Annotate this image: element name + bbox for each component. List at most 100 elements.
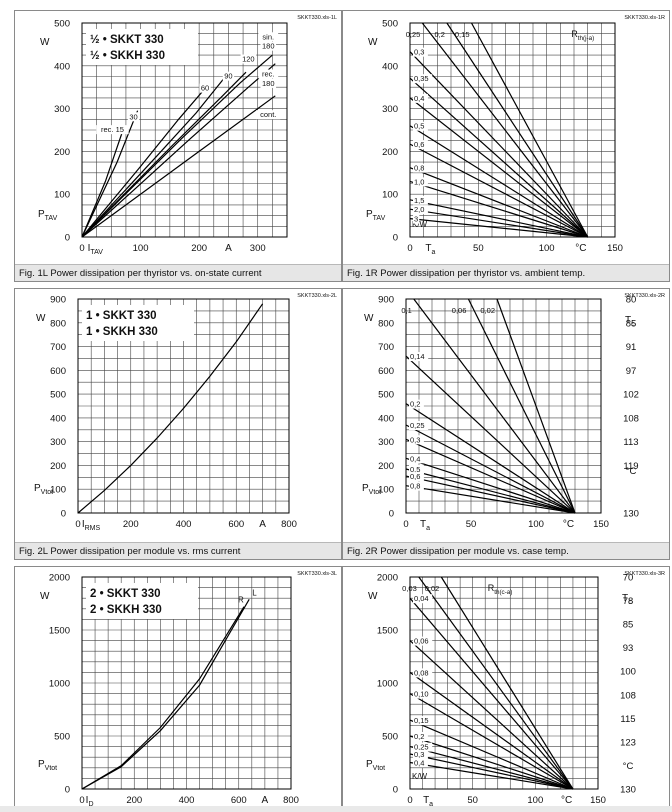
series-label-bg <box>409 399 424 409</box>
series-line <box>405 468 576 514</box>
series-label-bg <box>413 668 433 678</box>
panel-1L: SKKT330.xls-1L 0 100 200 300 400 500 0 100 200 300… <box>14 10 342 282</box>
legend-box <box>86 583 198 619</box>
series-line <box>470 22 589 238</box>
legend-entry: 2 • SKKH 330 <box>90 604 162 616</box>
series-label: 0,3 <box>410 435 420 444</box>
panel-1R: SKKT330.xls-1R 0 100 200 300 400 500 0 50 100 150 W… <box>342 10 670 282</box>
y2-tick-label: °C <box>623 761 634 772</box>
series-label: 0,4 <box>414 759 424 768</box>
y-unit: W <box>368 37 378 48</box>
y-tick-label: 400 <box>50 413 66 424</box>
y2-tick-label: 97 <box>626 366 637 377</box>
caption-2L: Fig. 2L Power dissipation per module vs.… <box>15 542 341 559</box>
series-label-bg <box>409 454 424 464</box>
series-label: 0,2 <box>414 732 424 741</box>
series-line <box>421 22 589 238</box>
y2-tick-label: 85 <box>623 620 634 631</box>
y2-tick-label: 123 <box>620 737 636 748</box>
series-label: 0,8 <box>414 164 424 173</box>
grid-3R <box>410 577 598 789</box>
series-label: 0,14 <box>410 352 425 361</box>
series-line <box>409 671 574 790</box>
plot-frame <box>81 22 288 238</box>
y-tick-label: 1000 <box>377 679 398 690</box>
x-unit: °C <box>575 243 586 254</box>
y-tick-label: 1000 <box>49 679 70 690</box>
annotation-bg <box>222 71 235 81</box>
annotation-label: 60 <box>201 84 209 93</box>
y-unit: W <box>40 591 50 602</box>
legend-entry: ½ • SKKT 330 <box>90 34 164 46</box>
x-axis-label: Ta <box>423 795 433 807</box>
annotation-bg <box>127 112 140 122</box>
series-line <box>409 208 588 238</box>
y-tick-label: 500 <box>382 732 398 743</box>
y-tick-label: 100 <box>50 485 66 496</box>
y-axis-label: PVtot <box>362 483 381 496</box>
series-label: 1,0 <box>414 177 424 186</box>
series-line <box>409 640 574 790</box>
y-tick-label: 300 <box>378 437 394 448</box>
y-axis-label: PTAV <box>366 209 386 222</box>
series-line <box>405 424 576 514</box>
y-axis-label: PTAV <box>38 209 58 222</box>
series-label: 0,3 <box>414 48 424 57</box>
series-label: 0,25 <box>410 421 425 430</box>
legend-box <box>86 29 198 65</box>
series-label: 3 <box>414 215 418 224</box>
x-tick-label: 800 <box>283 795 299 806</box>
y2-tick-label: 78 <box>623 596 634 607</box>
y-tick-label: 1500 <box>377 626 398 637</box>
series-label: 0,8 <box>410 482 420 491</box>
y2-tick-label: 115 <box>620 714 635 725</box>
chart-2R: SKKT330.xls-2R01002003004005006007008009… <box>362 293 665 532</box>
y2-tick-label: 91 <box>626 342 637 353</box>
series-line <box>405 355 576 514</box>
series-line <box>81 54 273 238</box>
annotation-label: 180 <box>262 42 275 51</box>
series-label-bg <box>413 716 433 726</box>
series-line <box>409 719 574 790</box>
y2-tick-label: 113 <box>623 437 638 448</box>
x-axis-label: IRMS <box>82 519 101 532</box>
plot-frame <box>405 298 602 514</box>
annotation-bg <box>260 78 277 88</box>
y-tick-label: 0 <box>389 509 394 520</box>
x-tick-label: 600 <box>228 519 244 530</box>
series-label: 0,04 <box>414 594 429 603</box>
x-tick-label: 0 <box>407 243 412 254</box>
series-line <box>409 761 573 790</box>
y-tick-label: 0 <box>393 785 398 796</box>
y-tick-label: 2000 <box>49 573 70 584</box>
y-tick-label: 300 <box>50 437 66 448</box>
series-line <box>409 597 574 790</box>
series-label-bg <box>413 750 428 760</box>
chart-2L: SKKT330.xls-2L 0 100 200 300 400 500 600 700 800 9… <box>34 293 337 532</box>
y-tick-label: 0 <box>65 233 70 244</box>
legend-2L: 1 • SKKT 330 1 • SKKH 330 <box>82 305 194 341</box>
series-label-bg <box>409 472 424 482</box>
series-label: 0,3 <box>414 750 424 759</box>
plot-frame <box>409 22 616 238</box>
y2-tick-label: 93 <box>623 643 634 654</box>
legend-entry: ½ • SKKH 330 <box>90 50 165 62</box>
legend-box <box>82 305 194 341</box>
legend-3L: 2 • SKKT 330 2 • SKKH 330 <box>86 583 198 619</box>
caption-1L: Fig. 1L Power dissipation per thyristor … <box>15 264 341 281</box>
series-label: 0,10 <box>414 690 429 699</box>
annotation-label: 90 <box>224 72 232 81</box>
series-line <box>409 97 589 238</box>
annotation-bg <box>258 32 279 42</box>
series-line <box>418 576 574 790</box>
x-tick-label: 50 <box>466 519 477 530</box>
x-tick-label: 50 <box>473 243 484 254</box>
y-tick-label: 800 <box>378 318 394 329</box>
y-tick-label: 400 <box>382 61 398 72</box>
y-tick-label: 100 <box>54 190 70 201</box>
series-label-bg <box>413 177 428 187</box>
annotation-label: rec. 15 <box>101 125 124 134</box>
plot-frame <box>81 576 292 790</box>
y-tick-label: 200 <box>54 147 70 158</box>
y-unit: W <box>36 313 46 324</box>
